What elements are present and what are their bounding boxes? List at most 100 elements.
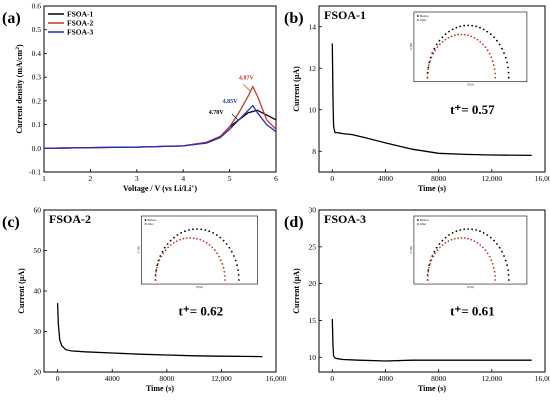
inset-point-after — [447, 240, 450, 243]
inset-point-before — [155, 269, 158, 271]
y-tick-label: 25 — [309, 242, 317, 251]
t-plus-value: t⁺= 0.57 — [450, 102, 495, 117]
panel-label: (c) — [2, 214, 20, 231]
y-tick-label: 0.2 — [32, 96, 42, 105]
inset-point-before — [507, 66, 509, 69]
inset-point-after — [179, 238, 182, 241]
inset-point-after — [494, 275, 496, 277]
x-tick-label: 4000 — [105, 374, 120, 383]
inset-legend-swatch — [417, 19, 419, 21]
inset-point-before — [163, 246, 166, 249]
inset-frame — [413, 11, 528, 83]
inset-point-after — [450, 238, 453, 241]
inset-point-after — [154, 279, 157, 281]
x-tick-label: 2 — [89, 174, 93, 183]
inset-point-after — [494, 279, 497, 281]
inset-point-after — [463, 33, 466, 36]
inset-point-after — [429, 263, 431, 265]
inset-point-after — [491, 60, 494, 63]
inset-point-before — [455, 26, 458, 29]
inset-point-after — [473, 240, 476, 243]
inset-point-after — [175, 240, 178, 243]
inset-legend-swatch — [144, 223, 147, 225]
panel-label: (b) — [284, 10, 304, 27]
inset-x-label: Z′(Ω) — [467, 83, 474, 87]
inset-point-after — [479, 244, 482, 246]
x-tick-label: 6 — [274, 174, 278, 183]
inset-point-before — [215, 234, 218, 236]
inset-legend-label: After — [420, 222, 426, 226]
inset-point-before — [482, 232, 485, 234]
inset-point-after — [482, 43, 484, 46]
inset-point-after — [222, 266, 225, 269]
plot-frame — [318, 209, 546, 373]
series-line-current — [56, 303, 263, 358]
inset-point-after — [436, 46, 439, 49]
panel-title: FSOA-1 — [324, 8, 366, 22]
inset-point-after — [172, 241, 175, 244]
inset-point-after — [447, 36, 450, 39]
inset-point-before — [504, 259, 507, 262]
inset-x-label: Z′(Ω) — [196, 285, 203, 289]
y-tick-label: 30 — [309, 206, 317, 215]
inset-legend-label: Before — [147, 218, 156, 222]
y-tick-label: 10 — [309, 353, 317, 362]
inset-point-after — [223, 270, 226, 273]
inset-point-after — [216, 252, 219, 255]
x-tick-label: 0 — [330, 174, 334, 183]
inset-point-before — [455, 230, 458, 233]
inset-point-before — [196, 228, 199, 230]
inset-point-before — [501, 250, 503, 253]
inset-point-before — [507, 274, 510, 276]
y-tick-label: 0.4 — [32, 49, 42, 58]
inset-point-before — [427, 269, 430, 271]
inset-point-after — [494, 72, 496, 75]
series-line-fsoa-3 — [43, 104, 277, 149]
x-tick-label: 0 — [330, 374, 334, 383]
inset-point-before — [503, 255, 505, 257]
inset-point-before — [471, 24, 473, 27]
inset-point-before — [428, 264, 431, 267]
inset-point-after — [486, 252, 489, 255]
inset-point-after — [473, 36, 476, 39]
x-tick-label: 12,000 — [482, 174, 503, 183]
x-tick-label: 12,000 — [211, 374, 232, 383]
inset-point-after — [476, 38, 479, 41]
y-tick-label: 30 — [34, 327, 42, 336]
inset-point-after — [439, 246, 441, 249]
inset-point-before — [475, 25, 477, 28]
inset-point-before — [451, 28, 454, 31]
inset-point-after — [467, 237, 469, 240]
x-tick-label: 4 — [181, 174, 185, 183]
panel-label: (a) — [2, 10, 21, 27]
inset-point-after — [167, 246, 170, 249]
inset-point-before — [225, 243, 228, 245]
y-tick-label: 10 — [309, 105, 317, 114]
inset-x-label: Z′(Ω) — [467, 285, 474, 289]
y-tick-label: 15 — [309, 316, 317, 325]
inset-point-after — [427, 270, 429, 273]
inset-point-before — [493, 36, 495, 39]
inset-point-before — [237, 274, 240, 276]
x-axis-label-main: Voltage / V (vs Li/Li — [123, 184, 192, 193]
inset-point-after — [444, 38, 447, 41]
plot-frame — [318, 5, 546, 173]
inset-point-before — [204, 229, 207, 231]
inset-point-after — [436, 249, 439, 252]
inset-point-after — [220, 259, 222, 262]
inset-point-after — [479, 40, 482, 43]
peak-annotation: 4.78V — [209, 110, 225, 116]
inset-point-after — [486, 49, 489, 52]
inset-point-after — [224, 279, 226, 281]
inset-point-after — [494, 76, 497, 79]
inset-point-after — [488, 52, 491, 55]
x-tick-label: 16,000 — [535, 374, 550, 383]
inset-point-before — [498, 43, 501, 46]
inset-point-after — [426, 72, 429, 75]
panel-label: (d) — [284, 214, 304, 231]
inset-point-before — [467, 24, 470, 27]
legend-label: FSOA-1 — [67, 10, 94, 19]
inset-point-after — [199, 238, 202, 241]
